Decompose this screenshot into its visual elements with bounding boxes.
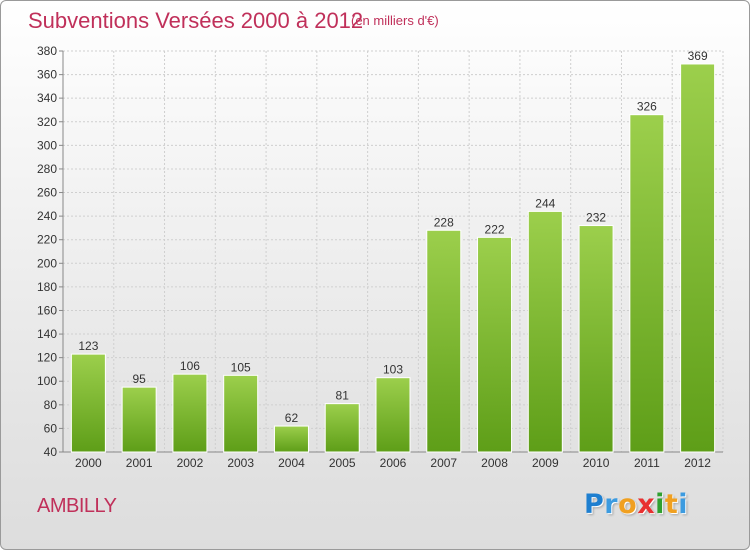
- bar-2003: [223, 374, 259, 453]
- x-tick-label: 2010: [583, 456, 610, 470]
- bar-2002: [172, 373, 208, 453]
- data-label-2009: 244: [535, 196, 555, 210]
- y-tick-label: 300: [37, 138, 57, 152]
- data-label-2006: 103: [383, 363, 403, 377]
- bar-2011: [629, 114, 665, 453]
- logo-letter: i: [655, 489, 665, 520]
- data-label-2000: 123: [78, 339, 98, 353]
- x-tick-label: 2011: [634, 456, 660, 470]
- data-label-2003: 105: [231, 360, 251, 374]
- logo-letter: t: [664, 489, 679, 520]
- y-tick-label: 220: [37, 233, 57, 247]
- y-tick-label: 100: [37, 374, 57, 388]
- bar-2010: [578, 225, 614, 453]
- x-tick-label: 2002: [177, 456, 204, 470]
- x-tick-label: 2001: [126, 456, 153, 470]
- data-label-2002: 106: [180, 359, 200, 373]
- data-label-2008: 222: [485, 222, 505, 236]
- x-tick-label: 2012: [684, 456, 711, 470]
- x-tick-label: 2004: [278, 456, 305, 470]
- commune-name: AMBILLY: [37, 495, 117, 517]
- x-tick-label: 2000: [75, 456, 102, 470]
- data-label-2011: 326: [637, 100, 657, 114]
- y-tick-label: 200: [37, 256, 57, 270]
- bar-2008: [477, 236, 513, 453]
- y-tick-label: 40: [44, 445, 58, 459]
- y-tick-label: 180: [37, 280, 57, 294]
- proxiti-logo[interactable]: Proxiti: [584, 489, 688, 520]
- bar-2001: [121, 386, 157, 453]
- logo-letter: P: [584, 489, 605, 520]
- logo-letter: i: [678, 489, 689, 520]
- bar-2009: [527, 210, 563, 453]
- x-tick-label: 2006: [380, 456, 407, 470]
- chart-title: Subventions Versées 2000 à 2012: [28, 8, 364, 33]
- logo-letter: r: [604, 489, 619, 520]
- y-tick-label: 120: [37, 351, 57, 365]
- y-tick-label: 260: [37, 186, 57, 200]
- bar-2012: [680, 63, 716, 453]
- x-tick-label: 2009: [532, 456, 559, 470]
- logo-letter: o: [618, 489, 638, 520]
- x-tick-label: 2003: [227, 456, 254, 470]
- data-label-2010: 232: [586, 211, 606, 225]
- logo-letter: x: [637, 489, 656, 520]
- bar-2007: [426, 229, 462, 453]
- bar-2005: [324, 403, 360, 453]
- bar-2004: [273, 425, 309, 453]
- y-tick-label: 380: [37, 44, 57, 58]
- data-label-2005: 81: [336, 389, 350, 403]
- y-tick-label: 160: [37, 303, 57, 317]
- y-tick-label: 320: [37, 115, 57, 129]
- y-tick-label: 240: [37, 209, 57, 223]
- y-tick-label: 360: [37, 68, 57, 82]
- y-tick-label: 340: [37, 91, 57, 105]
- x-tick-label: 2008: [481, 456, 508, 470]
- bar-2000: [70, 353, 106, 453]
- data-label-2004: 62: [285, 411, 299, 425]
- chart-subtitle: (en milliers d'€): [351, 13, 439, 28]
- x-tick-label: 2005: [329, 456, 356, 470]
- bar-2006: [375, 377, 411, 453]
- data-label-2001: 95: [132, 372, 146, 386]
- data-label-2007: 228: [434, 215, 454, 229]
- y-tick-label: 60: [44, 421, 58, 435]
- x-tick-label: 2007: [430, 456, 457, 470]
- y-tick-label: 280: [37, 162, 57, 176]
- data-label-2012: 369: [688, 49, 708, 63]
- y-tick-label: 140: [37, 327, 57, 341]
- y-tick-label: 80: [44, 398, 58, 412]
